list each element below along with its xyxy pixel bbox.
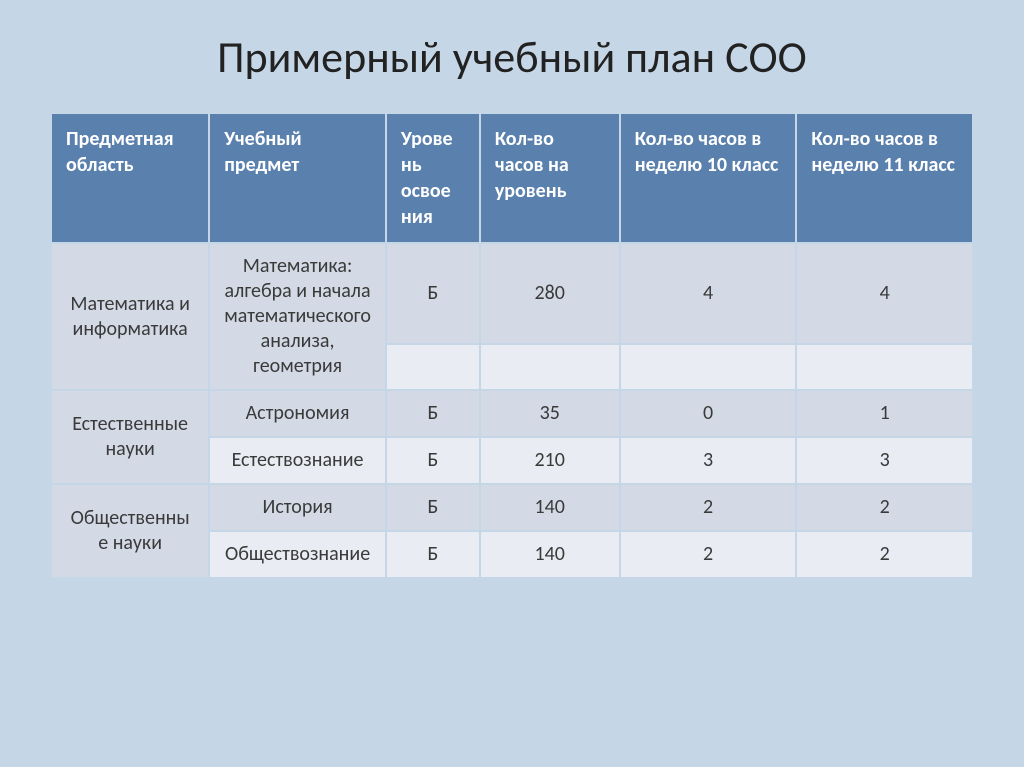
header-row: Предметная область Учебный предмет Урове… (52, 114, 972, 242)
curriculum-table: Предметная область Учебный предмет Урове… (50, 112, 974, 579)
col-level: Урове нь освое ния (387, 114, 479, 242)
cell-level: Б (387, 391, 479, 436)
table-row: Естественные наукиАстрономияБ3501 (52, 391, 972, 436)
cell-subject: Обществознание (210, 532, 385, 577)
cell-hours_11: 1 (797, 391, 972, 436)
col-class11: Кол-во часов в неделю 11 класс (797, 114, 972, 242)
cell-hours_10: 2 (621, 485, 796, 530)
cell-subject: Математика: алгебра и начала математичес… (210, 244, 385, 389)
table-row: Математика и информатикаМатематика: алге… (52, 244, 972, 343)
cell-level (387, 345, 479, 389)
cell-area: Математика и информатика (52, 244, 208, 389)
cell-area: Общественны е науки (52, 485, 208, 577)
cell-hours_10: 4 (621, 244, 796, 343)
cell-hours_11: 3 (797, 438, 972, 483)
col-area: Предметная область (52, 114, 208, 242)
cell-hours_11: 2 (797, 485, 972, 530)
cell-hours_total: 140 (481, 532, 619, 577)
cell-hours_11: 4 (797, 244, 972, 343)
col-class10: Кол-во часов в неделю 10 класс (621, 114, 796, 242)
cell-hours_total (481, 345, 619, 389)
cell-hours_10: 2 (621, 532, 796, 577)
cell-subject: История (210, 485, 385, 530)
table-row: Общественны е наукиИсторияБ14022 (52, 485, 972, 530)
table-body: Математика и информатикаМатематика: алге… (52, 244, 972, 577)
cell-level: Б (387, 532, 479, 577)
cell-hours_11: 2 (797, 532, 972, 577)
cell-hours_10: 0 (621, 391, 796, 436)
col-total: Кол-во часов на уровень (481, 114, 619, 242)
cell-level: Б (387, 244, 479, 343)
cell-hours_10: 3 (621, 438, 796, 483)
cell-level: Б (387, 438, 479, 483)
cell-hours_total: 280 (481, 244, 619, 343)
col-subject: Учебный предмет (210, 114, 385, 242)
cell-hours_11 (797, 345, 972, 389)
cell-hours_total: 210 (481, 438, 619, 483)
cell-hours_total: 140 (481, 485, 619, 530)
cell-area: Естественные науки (52, 391, 208, 483)
cell-hours_total: 35 (481, 391, 619, 436)
page-title: Примерный учебный план СОО (50, 30, 974, 84)
cell-subject: Естествознание (210, 438, 385, 483)
cell-hours_10 (621, 345, 796, 389)
cell-subject: Астрономия (210, 391, 385, 436)
cell-level: Б (387, 485, 479, 530)
